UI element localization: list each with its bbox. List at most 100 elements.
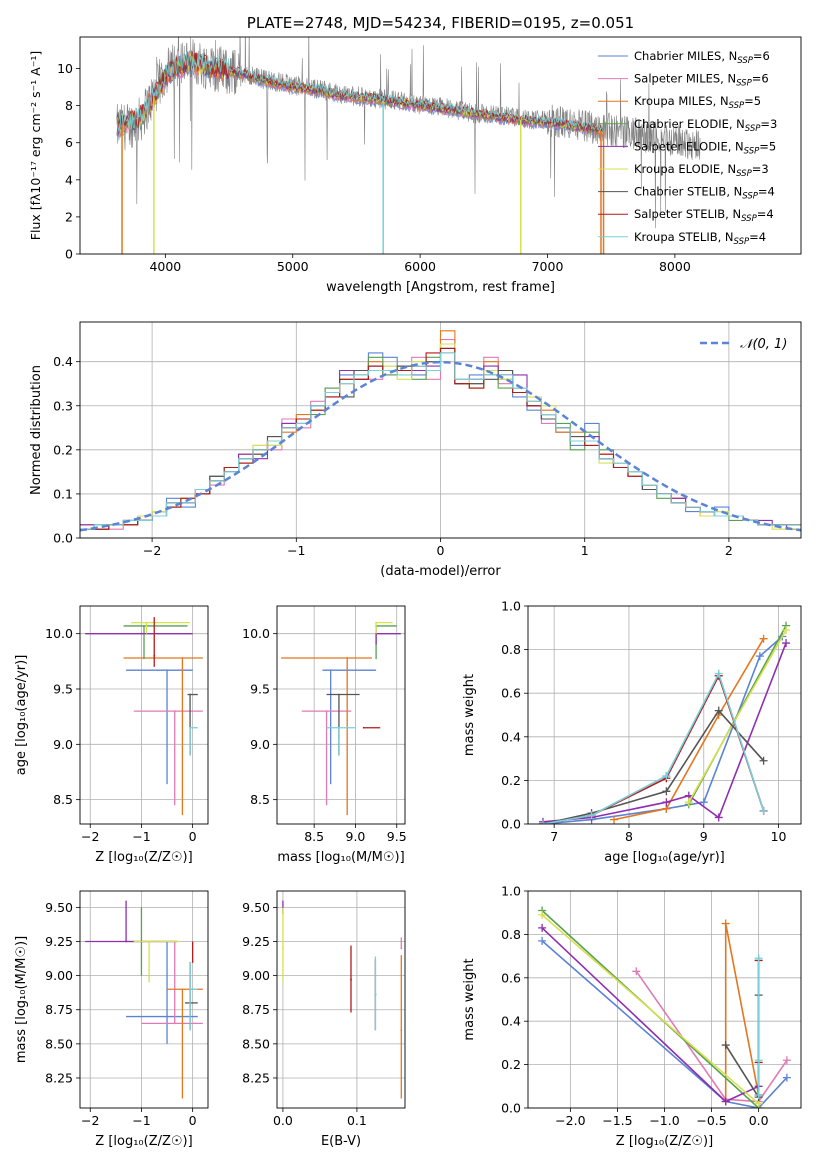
chart-title: PLATE=2748, MJD=54234, FIBERID=0195, z=0…	[247, 14, 634, 32]
y-tick-label: 8.75	[45, 1002, 73, 1017]
x-tick-label: 0.0	[749, 1113, 769, 1128]
weight-marker-chabrier_miles	[782, 1073, 791, 1082]
y-tick-label: 0.0	[501, 817, 521, 832]
grid	[277, 891, 405, 1108]
x-tick-label: −0.5	[696, 1113, 726, 1128]
legend: 𝒩(0, 1)	[700, 337, 787, 352]
x-axis-label: (data-model)/error	[380, 564, 501, 579]
y-tick-label: 9.50	[45, 900, 73, 915]
x-tick-label: 9.0	[346, 829, 366, 844]
weight-marker-chabrier_stelib	[721, 1041, 730, 1050]
y-axis-label: Normed distribution	[29, 365, 44, 495]
legend-suffix: =3	[752, 162, 769, 176]
legend-label: Kroupa ELODIE, N	[634, 162, 736, 176]
marks	[116, 37, 701, 254]
plot-area	[80, 322, 801, 538]
point-chabrier_miles	[166, 669, 168, 672]
axes-frame	[276, 605, 406, 825]
legend-suffix: =4	[757, 207, 774, 221]
point-chabrier_stelib	[338, 693, 340, 696]
x-tick-label: −1	[132, 829, 150, 844]
x-tick-label: 9.5	[387, 829, 407, 844]
weight-marker-salpeter_elodie	[721, 1097, 730, 1106]
legend-subscript: SSP	[734, 237, 750, 247]
weight-marker-salpeter_elodie	[714, 813, 723, 822]
x-tick-label: 7	[550, 829, 558, 844]
x-axis-label: Z [log₁₀(Z/Z☉)]	[616, 1134, 713, 1149]
marks	[80, 330, 801, 532]
legend-subscript: SSP	[744, 146, 760, 156]
marks	[85, 617, 203, 816]
y-tick-label: 9.00	[242, 968, 270, 983]
point-kroupa_miles	[400, 1029, 403, 1032]
legend-suffix: =4	[758, 185, 775, 199]
weight-marker-kroupa_miles	[610, 815, 619, 824]
legend-entry: Chabrier ELODIE, NSSP=3	[634, 117, 777, 134]
legend-suffix: =4	[749, 230, 766, 244]
legend-subscript: SSP	[729, 101, 745, 111]
x-tick-label: −2.0	[555, 1113, 585, 1128]
y-tick-label: 9.5	[250, 681, 270, 696]
weight-line-kroupa_miles	[613, 638, 765, 821]
point-kroupa_elodie	[375, 621, 377, 624]
legend-suffix: =5	[759, 139, 776, 153]
y-tick-label: 9.25	[45, 934, 73, 949]
panel-spectrum: 4000 5000 6000 7000 8000 0 2 4 6 8 10 wavelength [A…	[28, 14, 802, 295]
y-tick-label: 0.0	[53, 531, 73, 546]
weight-marker-kroupa_stelib	[754, 954, 763, 963]
panel-age_vs_mass: 8.5 9.0 9.5 8.5 9.0 9.5 10.0 mass [log₁₀(M/M☉)]	[242, 605, 407, 865]
x-tick-label: 2	[725, 543, 733, 558]
marks	[282, 900, 403, 1099]
weight-line-salpeter_elodie	[542, 642, 787, 823]
weight-marker-chabrier_stelib	[662, 787, 671, 796]
model-spectrum-kroupa_stelib	[116, 51, 604, 133]
y-tick-label: 0.1	[53, 486, 73, 501]
y-tick-label: 9.00	[45, 968, 73, 983]
y-tick-label: 8.50	[242, 1036, 270, 1051]
point-salpeter_elodie	[125, 940, 127, 943]
point-chabrier_stelib	[189, 693, 191, 696]
marks	[538, 621, 791, 824]
y-axis-label: mass weight	[462, 674, 477, 756]
point-salpeter_stelib	[153, 654, 156, 657]
weight-marker-salpeter_miles	[632, 967, 641, 976]
y-axis-label: Flux [fλ10⁻¹⁷ erg cm⁻² s⁻¹ A⁻¹]	[28, 51, 43, 240]
legend-label: Salpeter STELIB, N	[634, 207, 741, 221]
plot-area	[277, 891, 405, 1108]
point-salpeter_elodie	[140, 632, 143, 635]
x-tick-label: −2	[143, 543, 161, 558]
x-tick-label: 0	[189, 829, 197, 844]
y-tick-label: 0.2	[501, 773, 521, 788]
x-tick-label: 5000	[277, 259, 309, 274]
panel-massweight_vs_Z: −2.0 −1.5 −1.0 −0.5 0.0 0.0 0.2 0.4 0.6 0.8 1.0 Z […	[462, 884, 802, 1149]
point-kroupa_elodie	[282, 947, 284, 950]
x-axis-label: Z [log₁₀(Z/Z☉)]	[95, 850, 192, 865]
y-tick-label: 0.8	[501, 927, 521, 942]
legend-suffix: =3	[760, 117, 777, 131]
x-tick-label: 4000	[149, 259, 181, 274]
x-tick-label: 9	[700, 829, 708, 844]
y-tick-label: 9.0	[53, 737, 73, 752]
x-tick-label: 8.5	[304, 829, 324, 844]
axes-frame	[79, 321, 802, 539]
weight-line-kroupa_elodie	[688, 629, 787, 803]
marks	[85, 900, 203, 1099]
x-tick-label: 0	[437, 543, 445, 558]
point-kroupa_miles	[181, 988, 184, 991]
panel-mass_vs_ebv: 0.0 0.1 8.25 8.50 8.75 9.00 9.25 9.50 E(B-V)	[242, 890, 406, 1149]
y-tick-label: 0.0	[501, 1101, 521, 1116]
legend-entry: Chabrier STELIB, NSSP=4	[634, 185, 775, 202]
legend-entry: Kroupa ELODIE, NSSP=3	[634, 162, 769, 179]
y-tick-label: 8	[65, 98, 73, 113]
weight-marker-chabrier_stelib	[714, 706, 723, 715]
legend-label: Chabrier STELIB, N	[634, 185, 742, 199]
weight-marker-kroupa_stelib	[759, 806, 768, 815]
weight-marker-kroupa_miles	[721, 919, 730, 928]
y-tick-label: 8.25	[242, 1070, 270, 1085]
marks	[538, 906, 791, 1108]
legend-label: Chabrier ELODIE, N	[634, 117, 745, 131]
weight-marker-kroupa_stelib	[538, 820, 547, 824]
legend-subscript: SSP	[745, 124, 761, 134]
point-salpeter_miles	[173, 1022, 176, 1025]
